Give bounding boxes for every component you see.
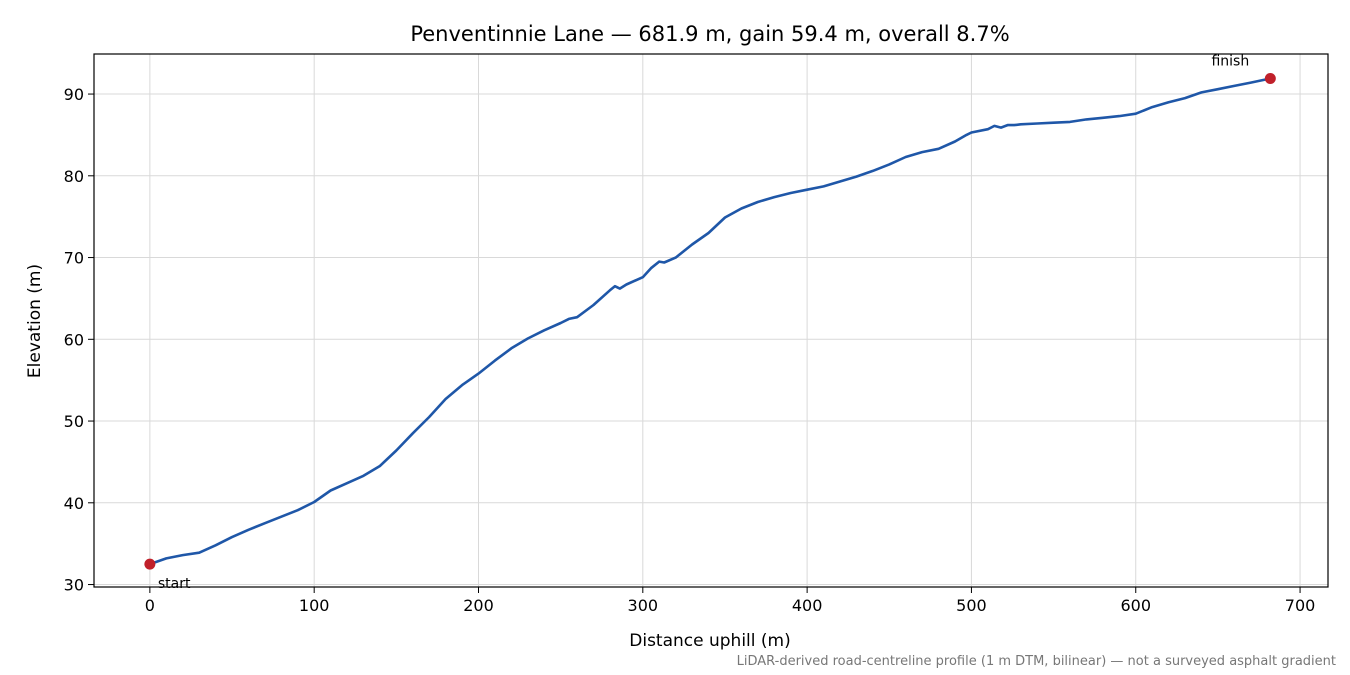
finish-marker <box>1264 73 1276 85</box>
y-tick-label: 60 <box>64 330 84 349</box>
y-tick-label: 70 <box>64 249 84 268</box>
footnote: LiDAR-derived road-centreline profile (1… <box>737 654 1336 669</box>
y-tick-label: 30 <box>64 576 84 595</box>
start-marker <box>144 558 156 570</box>
y-axis-ticks: 30 40 50 60 70 80 90 <box>64 85 94 595</box>
chart-title: Penventinnie Lane — 681.9 m, gain 59.4 m… <box>410 22 1009 46</box>
x-tick-label: 0 <box>145 596 155 615</box>
x-tick-label: 100 <box>299 596 330 615</box>
x-tick-label: 200 <box>463 596 494 615</box>
y-tick-label: 80 <box>64 167 84 186</box>
grid <box>94 54 1328 587</box>
x-tick-label: 700 <box>1285 596 1316 615</box>
x-tick-label: 300 <box>628 596 659 615</box>
y-tick-label: 50 <box>64 412 84 431</box>
y-tick-label: 90 <box>64 85 84 104</box>
y-axis-label: Elevation (m) <box>25 264 45 378</box>
markers <box>144 73 1276 570</box>
x-tick-label: 500 <box>956 596 987 615</box>
series-layer <box>148 77 1272 566</box>
elevation-line-series-0 <box>148 77 1272 566</box>
start-annotation: start <box>158 576 191 592</box>
x-tick-label: 400 <box>792 596 823 615</box>
x-tick-label: 600 <box>1120 596 1151 615</box>
x-axis-ticks: 0 100 200 300 400 500 600 700 <box>145 587 1316 615</box>
y-tick-label: 40 <box>64 494 84 513</box>
finish-annotation: finish <box>1211 54 1249 70</box>
plot-frame <box>93 53 1329 588</box>
x-axis-label: Distance uphill (m) <box>629 631 790 651</box>
